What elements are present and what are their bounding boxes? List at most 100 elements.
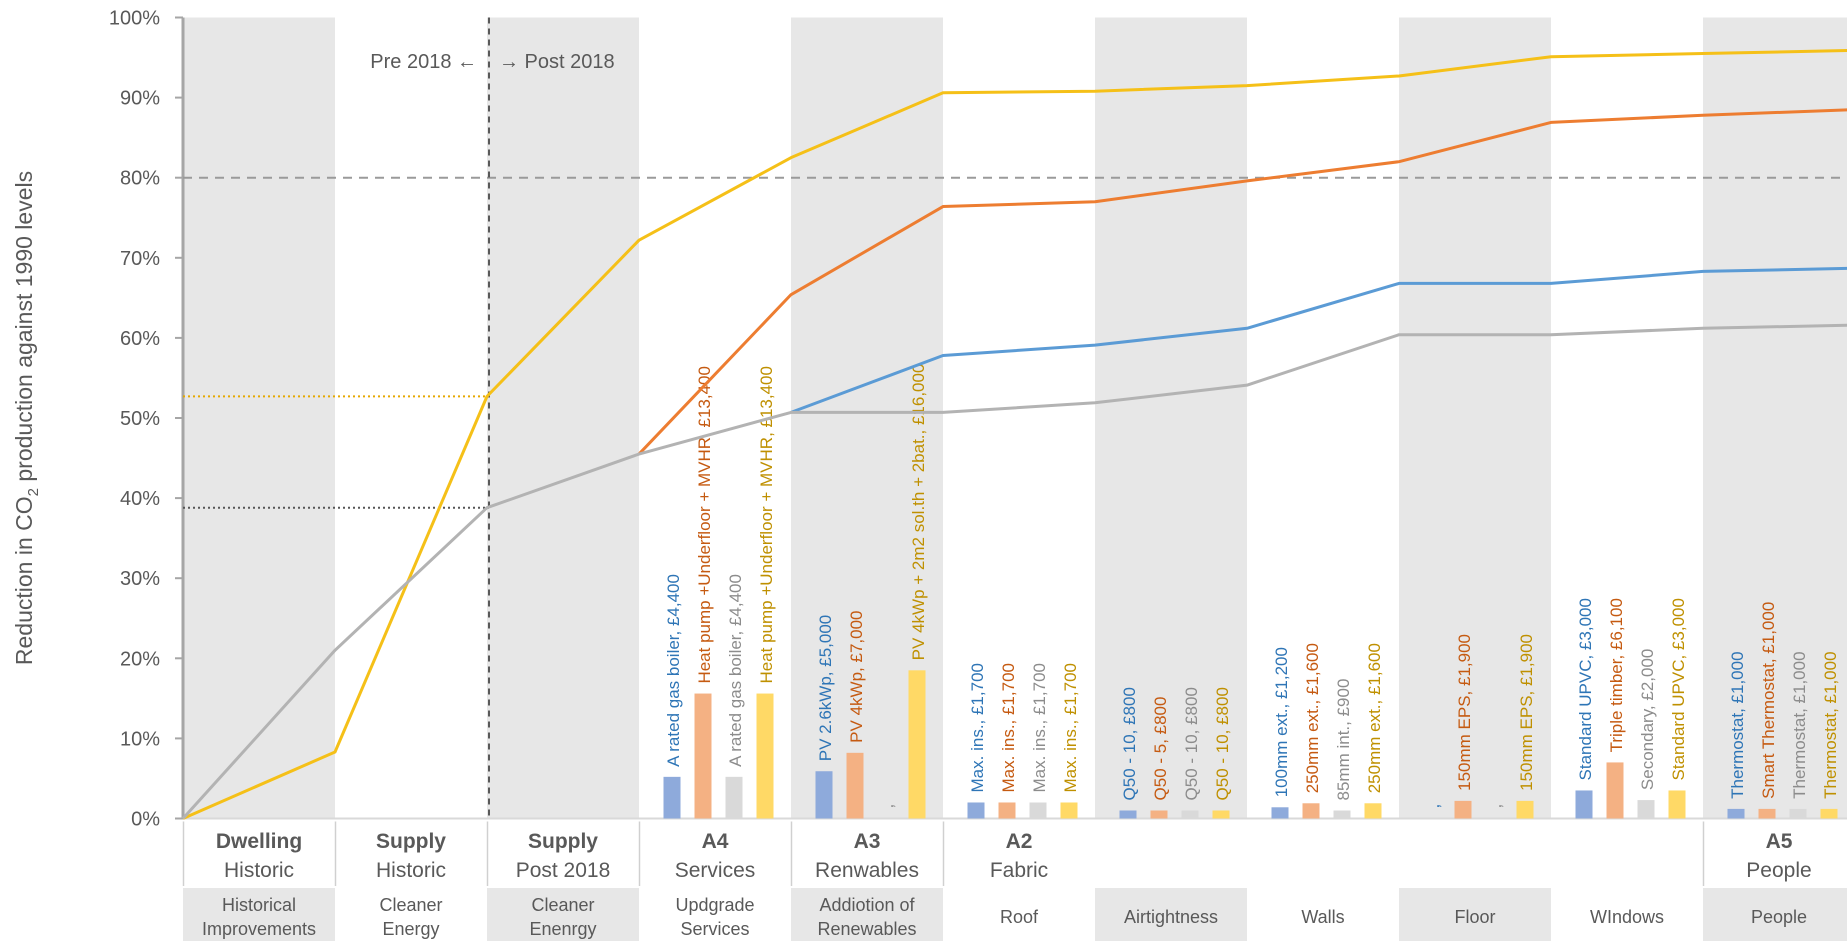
bar-label: PV 4kWp, £7,000	[847, 611, 866, 743]
bottom-category-label: Walls	[1301, 907, 1344, 927]
bar-label: 100mm ext., £1,200	[1272, 647, 1291, 797]
y-tick-label: 50%	[120, 408, 160, 430]
column-header-bold: A4	[702, 830, 729, 853]
bottom-band-6	[1095, 888, 1247, 941]
bar-label: ,	[1486, 804, 1505, 809]
bar-label: Thermostat, £1,000	[1821, 651, 1840, 798]
bar	[694, 693, 712, 819]
bar-label: Smart Thermostat, £1,000	[1759, 602, 1778, 799]
bar-label: 250mm ext., £1,600	[1365, 643, 1384, 793]
bar	[1637, 800, 1655, 819]
column-shade-8	[1399, 17, 1551, 819]
bar	[1212, 810, 1230, 819]
y-tick-label: 100%	[109, 8, 160, 30]
bar-label: Secondary, £2,000	[1638, 649, 1657, 790]
bar-label: PV 2.6kWp, £5,000	[816, 615, 835, 761]
bar	[1606, 762, 1624, 819]
bottom-category-label: Enenrgy	[529, 919, 596, 939]
bottom-category-label: Addiotion of	[819, 895, 915, 915]
bar-label: 150mm EPS, £1,900	[1455, 634, 1474, 791]
series-line-0	[182, 49, 1847, 820]
bar	[1181, 810, 1199, 819]
bar-label: 250mm ext., £1,600	[1303, 643, 1322, 793]
divider-label-post: → Post 2018	[499, 51, 615, 73]
bar	[1727, 808, 1745, 819]
bar-label: Heat pump +Underfloor + MVHR, £13,400	[695, 366, 714, 684]
bottom-category-label: Floor	[1454, 907, 1495, 927]
y-tick-label: 70%	[120, 248, 160, 270]
bar	[663, 776, 681, 819]
bar	[967, 802, 985, 819]
series-line-1	[637, 108, 1847, 456]
y-tick-label: 80%	[120, 168, 160, 190]
y-tick-label: 10%	[120, 728, 160, 750]
bar-label: Triple timber, £6,100	[1607, 598, 1626, 752]
column-header-sub: Services	[675, 859, 756, 882]
bar-label: A rated gas boiler, £4,400	[726, 574, 745, 767]
y-tick-label: 20%	[120, 648, 160, 670]
y-tick-label: 90%	[120, 88, 160, 110]
bar-label: Q50 - 10, £800	[1182, 687, 1201, 800]
bar-label: Thermostat, £1,000	[1790, 651, 1809, 798]
bottom-band-0	[183, 888, 335, 941]
column-shade-0	[183, 17, 335, 819]
divider-label-pre: Pre 2018 ←	[370, 51, 477, 73]
bottom-category-label: Airtightness	[1124, 907, 1218, 927]
column-shade-2	[487, 17, 639, 819]
bar-label: Heat pump +Underfloor + MVHR, £13,400	[757, 366, 776, 684]
bar	[1575, 790, 1593, 819]
bar	[1758, 808, 1776, 819]
bar-label: Max. ins., £1,700	[1030, 663, 1049, 792]
bar	[1333, 810, 1351, 819]
bar-label: Q50 - 5, £800	[1151, 697, 1170, 801]
bar	[1302, 803, 1320, 819]
bar	[725, 776, 743, 819]
bar-label: Max. ins., £1,700	[1061, 663, 1080, 792]
column-shade-10	[1703, 17, 1847, 819]
bar-label: A rated gas boiler, £4,400	[664, 574, 683, 767]
bar-label: Max. ins., £1,700	[968, 663, 987, 792]
bar	[1454, 800, 1472, 819]
column-header-sub: Historic	[376, 859, 446, 882]
column-header-bold: Supply	[376, 830, 446, 853]
bottom-category-label: Cleaner	[531, 895, 594, 915]
bar-label: 150mm EPS, £1,900	[1517, 634, 1536, 791]
bar-label: Standard UPVC, £3,000	[1576, 598, 1595, 780]
bar-label: 85mm int., £900	[1334, 679, 1353, 801]
bar-label: ,	[878, 804, 897, 809]
column-header-sub: Post 2018	[516, 859, 611, 882]
bar	[756, 693, 774, 819]
bottom-band-2	[487, 888, 639, 941]
column-shade-6	[1095, 17, 1247, 819]
bar	[1789, 808, 1807, 819]
bar	[846, 752, 864, 819]
column-header-sub: Historic	[224, 859, 294, 882]
bottom-category-label: Roof	[1000, 907, 1039, 927]
bottom-category-label: Renewables	[817, 919, 916, 939]
y-tick-label: 30%	[120, 568, 160, 590]
bar	[1060, 802, 1078, 819]
bar	[1150, 810, 1168, 819]
column-header-bold: Supply	[528, 830, 598, 853]
bottom-band-8	[1399, 888, 1551, 941]
bottom-category-label: People	[1751, 907, 1807, 927]
y-tick-label: 40%	[120, 488, 160, 510]
series-line-3	[181, 323, 1847, 820]
bottom-category-label: Improvements	[202, 919, 316, 939]
y-tick-label: 0%	[131, 809, 160, 831]
column-header-sub: People	[1746, 859, 1811, 882]
bar	[1668, 790, 1686, 819]
bar	[1820, 808, 1838, 819]
y-axis-title: Reduction in CO2 production against 1990…	[11, 171, 42, 665]
bar	[908, 670, 926, 819]
bar-label: Q50 - 10, £800	[1213, 687, 1232, 800]
bar-label: PV 4kWp + 2m2 sol.th + 2bat., £16,000	[909, 364, 928, 661]
bar	[1119, 810, 1137, 819]
bar-label: Max. ins., £1,700	[999, 663, 1018, 792]
column-header-bold: A5	[1766, 830, 1793, 853]
bar	[1364, 803, 1382, 819]
bottom-category-label: Cleaner	[379, 895, 442, 915]
bar-label: Q50 - 10, £800	[1120, 687, 1139, 800]
bar-label: Thermostat, £1,000	[1728, 651, 1747, 798]
